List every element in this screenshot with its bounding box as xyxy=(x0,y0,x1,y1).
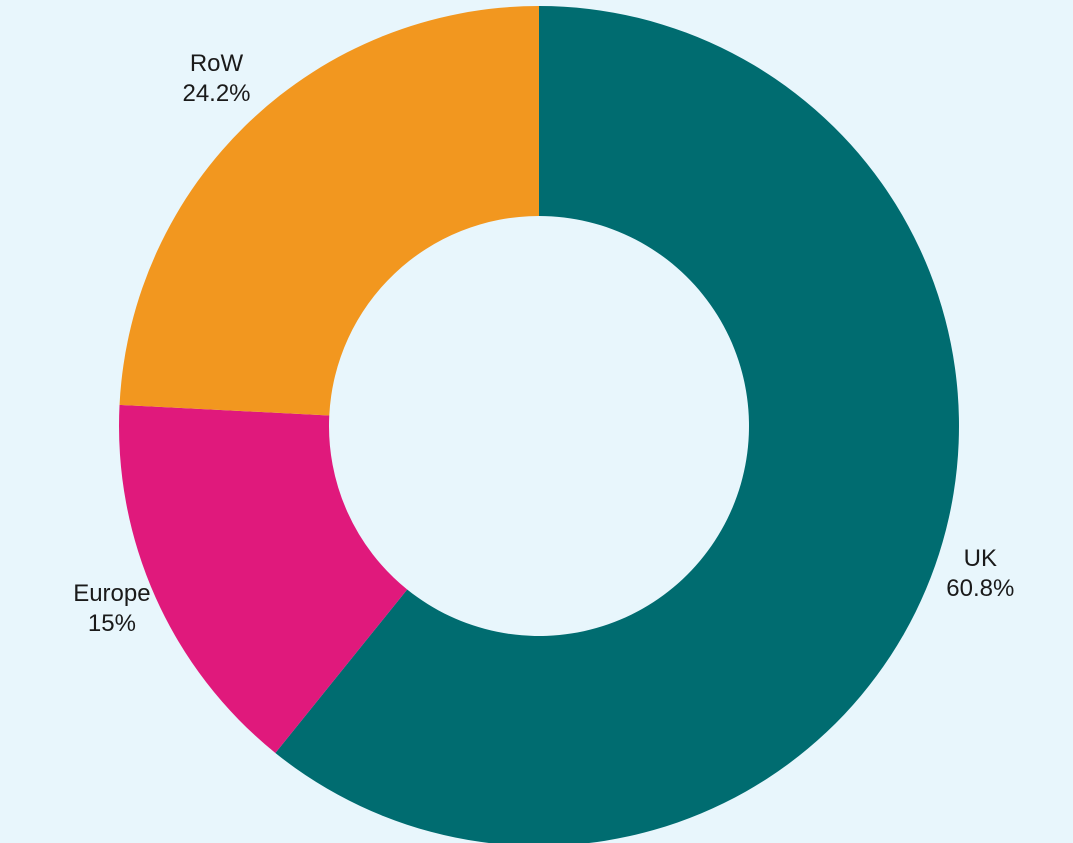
labels-layer: UK 60.8% Europe 15% RoW 24.2% xyxy=(73,50,1014,637)
slice-europe xyxy=(119,404,408,753)
slice-uk xyxy=(275,6,959,843)
slice-label-value: 60.8% xyxy=(946,575,1014,602)
slice-label-value: 24.2% xyxy=(182,80,250,107)
slice-label-name: UK xyxy=(964,545,997,572)
slice-label-uk: UK 60.8% xyxy=(946,545,1014,602)
slice-label-name: Europe xyxy=(73,580,150,607)
slice-row xyxy=(119,6,539,416)
slice-label-europe: Europe 15% xyxy=(73,580,150,637)
slice-label-value: 15% xyxy=(88,610,136,637)
slice-label-row: RoW 24.2% xyxy=(182,50,250,107)
slice-label-name: RoW xyxy=(190,50,244,77)
slices-layer xyxy=(119,6,959,843)
